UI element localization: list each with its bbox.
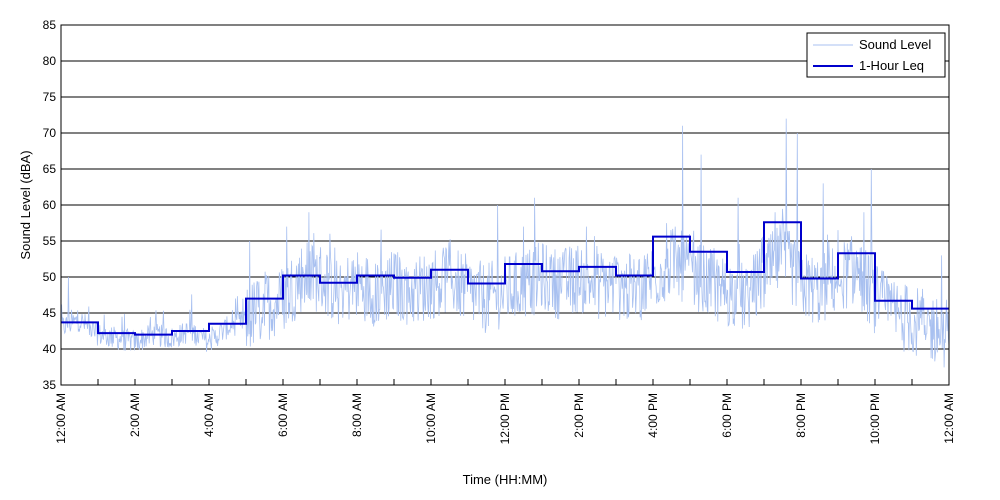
y-tick-label: 85 xyxy=(43,18,57,32)
y-tick-label: 35 xyxy=(43,378,57,392)
y-tick-label: 60 xyxy=(43,198,57,212)
legend-label-sound-level: Sound Level xyxy=(859,37,931,52)
x-tick-label: 10:00 PM xyxy=(868,393,882,444)
y-tick-label: 50 xyxy=(43,270,57,284)
y-tick-label: 75 xyxy=(43,90,57,104)
x-tick-label: 12:00 PM xyxy=(498,393,512,444)
sound-level-line xyxy=(60,118,950,368)
x-axis-ticks: 12:00 AM 2:00 AM 4:00 AM 6:00 AM 8:00 AM 10:0… xyxy=(54,379,956,444)
y-tick-label: 70 xyxy=(43,126,57,140)
x-tick-label: 8:00 PM xyxy=(794,393,808,438)
x-tick-label: 4:00 PM xyxy=(646,393,660,438)
x-tick-label: 12:00 AM xyxy=(54,393,68,444)
y-tick-label: 45 xyxy=(43,306,57,320)
y-tick-label: 55 xyxy=(43,234,57,248)
legend: Sound Level 1-Hour Leq xyxy=(806,32,946,78)
legend-box xyxy=(806,32,946,78)
y-axis-title: Sound Level (dBA) xyxy=(18,150,33,259)
leq-step-line xyxy=(61,221,949,336)
y-tick-label: 40 xyxy=(43,342,57,356)
x-tick-label: 4:00 AM xyxy=(202,393,216,437)
y-tick-label: 65 xyxy=(43,162,57,176)
x-tick-label: 8:00 AM xyxy=(350,393,364,437)
x-tick-label: 10:00 AM xyxy=(424,393,438,444)
y-tick-label: 80 xyxy=(43,54,57,68)
x-axis-title: Time (HH:MM) xyxy=(463,472,548,487)
x-tick-label: 2:00 PM xyxy=(572,393,586,438)
series-1-hour-leq xyxy=(61,221,949,336)
series-sound-level xyxy=(60,118,950,368)
x-tick-label: 12:00 AM xyxy=(942,393,956,444)
x-tick-label: 6:00 PM xyxy=(720,393,734,438)
x-tick-label: 2:00 AM xyxy=(128,393,142,437)
x-tick-label: 6:00 AM xyxy=(276,393,290,437)
y-axis-ticks: 35 40 45 50 55 60 65 70 75 80 85 xyxy=(43,18,57,392)
legend-label-1-hour-leq: 1-Hour Leq xyxy=(859,58,924,73)
